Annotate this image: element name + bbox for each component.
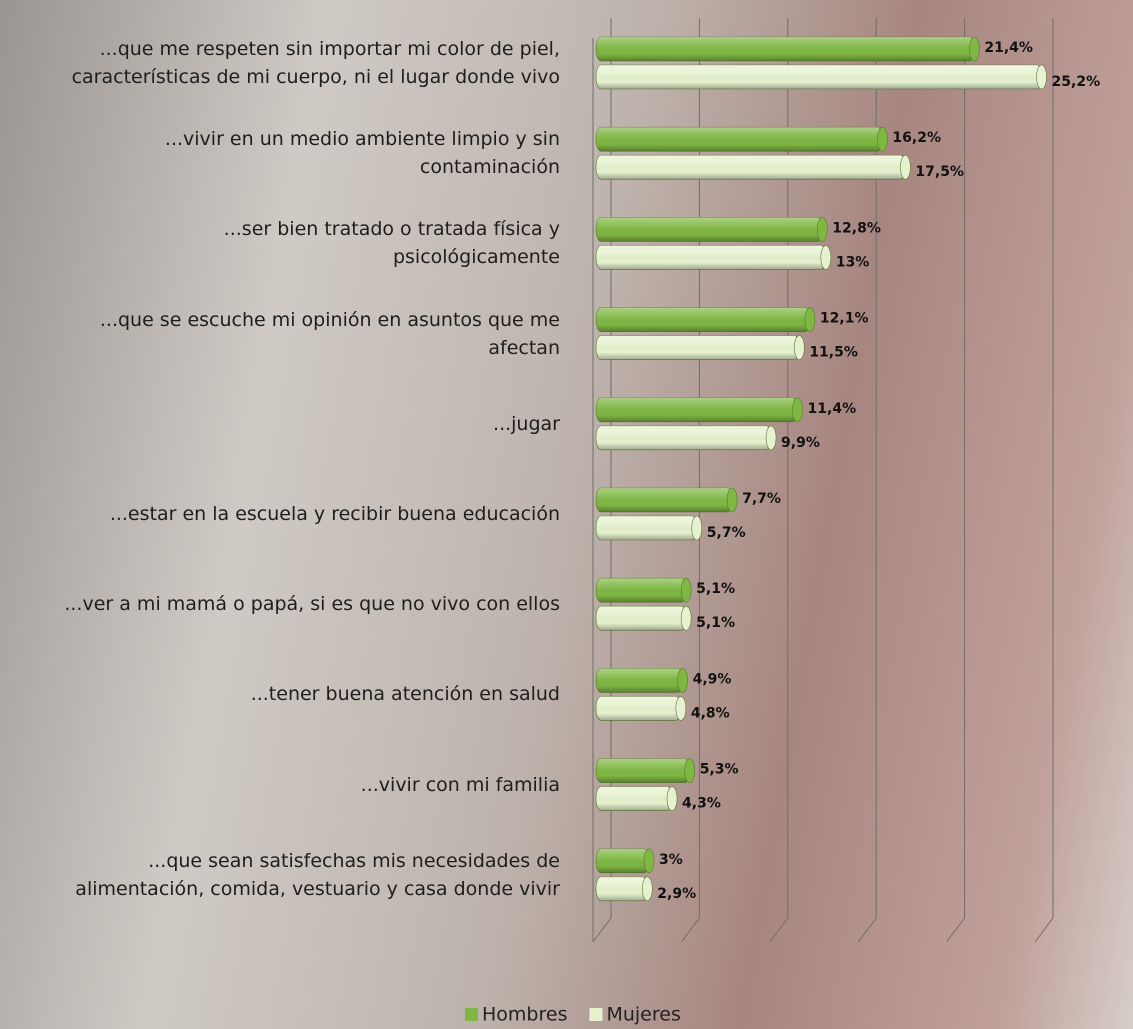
category-label: ...ser bien tratado o tratada física y p…	[0, 215, 560, 271]
bar-shine	[596, 488, 732, 512]
value-label: 3%	[659, 852, 683, 868]
bar-shine	[596, 787, 672, 811]
bar-shine	[596, 668, 683, 692]
grid-line-depth	[1035, 918, 1053, 942]
value-label: 11,5%	[809, 345, 858, 361]
value-label: 5,1%	[696, 615, 735, 631]
legend-swatch	[465, 1008, 478, 1021]
category-label: ...jugar	[0, 410, 560, 438]
category-label: ...que se escuche mi opinión en asuntos …	[0, 306, 560, 362]
bar-shine	[596, 578, 686, 602]
category-label: ...ver a mi mamá o papá, si es que no vi…	[0, 590, 560, 618]
bar-shine	[596, 696, 681, 720]
bar-shine	[596, 336, 799, 360]
value-label: 21,4%	[984, 40, 1033, 56]
bar-cap	[644, 849, 654, 873]
bar-shine	[596, 759, 690, 783]
value-label: 11,4%	[808, 401, 857, 417]
value-label: 5,1%	[696, 581, 735, 597]
bar-cap	[681, 578, 691, 602]
category-label: ...vivir en un medio ambiente limpio y s…	[0, 125, 560, 181]
value-label: 12,8%	[832, 220, 881, 236]
value-label: 2,9%	[657, 886, 696, 902]
value-label: 13%	[836, 254, 870, 270]
bar-cap	[766, 426, 776, 450]
bar-cap	[793, 398, 803, 422]
bar-shine	[596, 155, 905, 179]
bar-cap	[727, 488, 737, 512]
bar-cap	[1037, 65, 1047, 89]
bar-shine	[596, 426, 771, 450]
value-label: 4,9%	[693, 671, 732, 687]
legend-label: Mujeres	[606, 1004, 680, 1026]
bar-cap	[681, 606, 691, 630]
chart: 21,4% 25,2% 16,2% 17,5% 12,8% 13% 12,1% 11,5% 11…	[0, 0, 1133, 1029]
legend-swatch	[589, 1008, 602, 1021]
bar-cap	[969, 37, 979, 61]
grid-line-depth	[858, 918, 876, 942]
bar-cap	[817, 217, 827, 241]
bar-shine	[596, 65, 1042, 89]
bar-shine	[596, 877, 647, 901]
category-label: ...tener buena atención en salud	[0, 680, 560, 708]
value-label: 4,8%	[691, 705, 730, 721]
bar-shine	[596, 398, 798, 422]
bar-cap	[900, 155, 910, 179]
bar-cap	[692, 516, 702, 540]
value-label: 9,9%	[781, 435, 820, 451]
bar-cap	[676, 696, 686, 720]
category-label: ...estar en la escuela y recibir buena e…	[0, 500, 560, 528]
legend-label: Hombres	[482, 1004, 567, 1026]
grid-line-depth	[681, 918, 699, 942]
bar-shine	[596, 308, 810, 332]
bar-cap	[678, 668, 688, 692]
bar-cap	[877, 127, 887, 151]
bar-cap	[685, 759, 695, 783]
bar-shine	[596, 127, 882, 151]
grid-line-depth	[770, 918, 788, 942]
category-label: ...que sean satisfechas mis necesidades …	[0, 847, 560, 903]
value-label: 17,5%	[915, 164, 964, 180]
bar-shine	[596, 606, 686, 630]
bar-shine	[596, 217, 822, 241]
bar-cap	[821, 245, 831, 269]
value-label: 4,3%	[682, 796, 721, 812]
bar-cap	[805, 308, 815, 332]
grid-line-depth	[947, 918, 965, 942]
category-label: ...que me respeten sin importar mi color…	[0, 35, 560, 91]
value-label: 5,7%	[707, 525, 746, 541]
bar-shine	[596, 37, 974, 61]
bar-shine	[596, 245, 826, 269]
grid-line-depth	[593, 918, 611, 942]
bar-cap	[667, 787, 677, 811]
value-label: 25,2%	[1052, 74, 1101, 90]
bar-cap	[642, 877, 652, 901]
bar-shine	[596, 849, 649, 873]
category-label: ...vivir con mi familia	[0, 771, 560, 799]
value-label: 5,3%	[700, 762, 739, 778]
bar-cap	[794, 336, 804, 360]
value-label: 12,1%	[820, 311, 869, 327]
bar-shine	[596, 516, 697, 540]
value-label: 7,7%	[742, 491, 781, 507]
value-label: 16,2%	[892, 130, 941, 146]
